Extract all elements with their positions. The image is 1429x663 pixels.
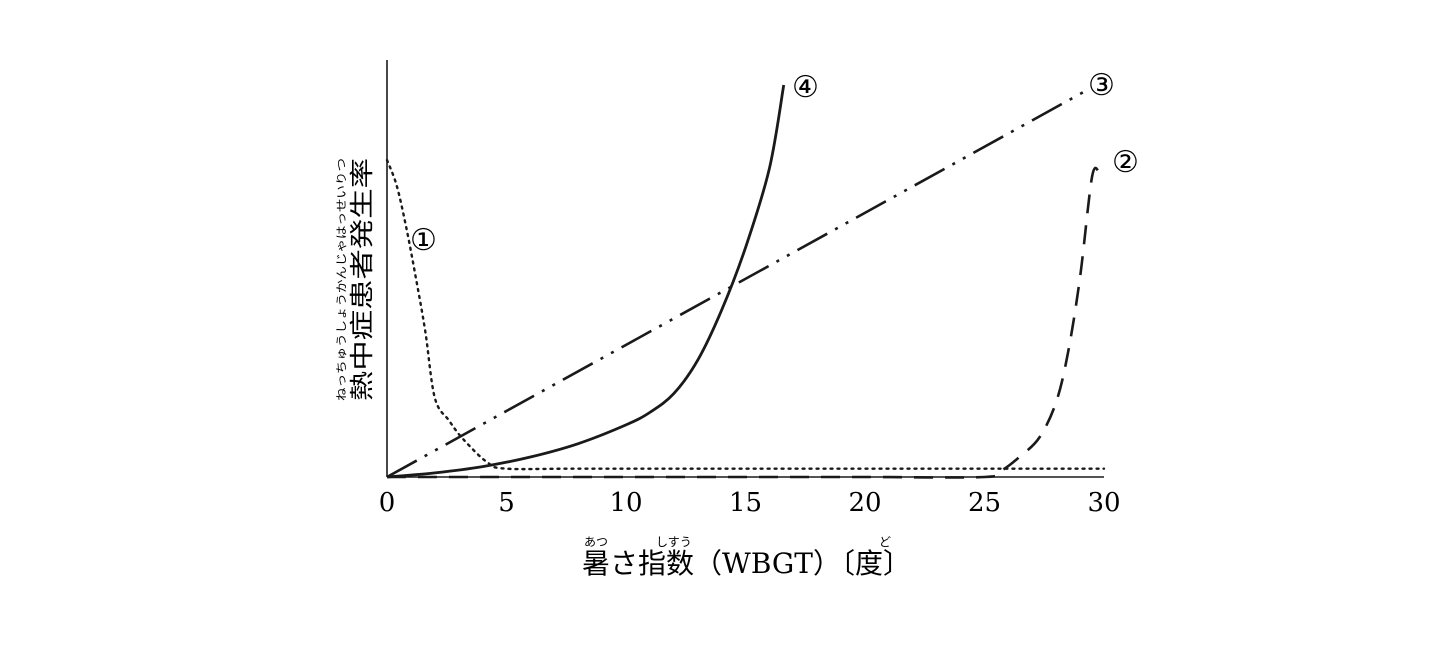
x-axis-label-text: 暑さ指数（WBGT）〔度〕 bbox=[582, 547, 911, 580]
x-tick-label: 20 bbox=[848, 488, 881, 518]
x-label-end: 〕 bbox=[883, 547, 911, 580]
series-labels: ① ② ③ ④ bbox=[410, 68, 1139, 258]
x-label-ruby-shisuu: しすう bbox=[656, 535, 692, 549]
x-label-kana: さ bbox=[610, 547, 638, 580]
series-label-3: ③ bbox=[1088, 68, 1115, 103]
x-label-ruby-atsu: あつ bbox=[584, 535, 608, 549]
x-label-ruby-do: ど bbox=[879, 535, 891, 549]
x-tick-label: 25 bbox=[968, 488, 1001, 518]
series-label-1: ① bbox=[410, 223, 437, 258]
x-label-kanji1: 暑 bbox=[582, 547, 610, 580]
x-tick-label: 30 bbox=[1087, 488, 1120, 518]
x-label-kanji3: 度 bbox=[855, 547, 883, 580]
x-tick-label: 15 bbox=[729, 488, 762, 518]
series-line-2 bbox=[387, 166, 1101, 479]
x-tick-labels: 0 5 10 15 20 25 30 bbox=[379, 488, 1121, 518]
series-line-3 bbox=[386, 90, 1086, 479]
y-axis-label: 熱中症患者発生率 ねっちゅうしょうかんじゃはっせいりつ bbox=[335, 158, 376, 401]
y-axis-label-text: 熱中症患者発生率 bbox=[348, 158, 376, 401]
y-axis-label-ruby: ねっちゅうしょうかんじゃはっせいりつ bbox=[335, 158, 348, 401]
series-label-2: ② bbox=[1112, 145, 1139, 180]
series-layer bbox=[385, 84, 1106, 479]
series-line-1 bbox=[385, 158, 1106, 471]
x-axis-label: 暑さ指数（WBGT）〔度〕 あつ しすう ど bbox=[582, 535, 911, 580]
series-line-4 bbox=[386, 84, 786, 479]
x-label-kanji2: 指数 bbox=[638, 547, 694, 580]
series-label-4: ④ bbox=[792, 70, 819, 105]
x-tick-label: 5 bbox=[498, 488, 515, 518]
x-tick-label: 0 bbox=[379, 488, 396, 518]
x-label-middle: （WBGT）〔 bbox=[694, 547, 855, 580]
x-tick-label: 10 bbox=[609, 488, 642, 518]
axes bbox=[386, 60, 1104, 478]
